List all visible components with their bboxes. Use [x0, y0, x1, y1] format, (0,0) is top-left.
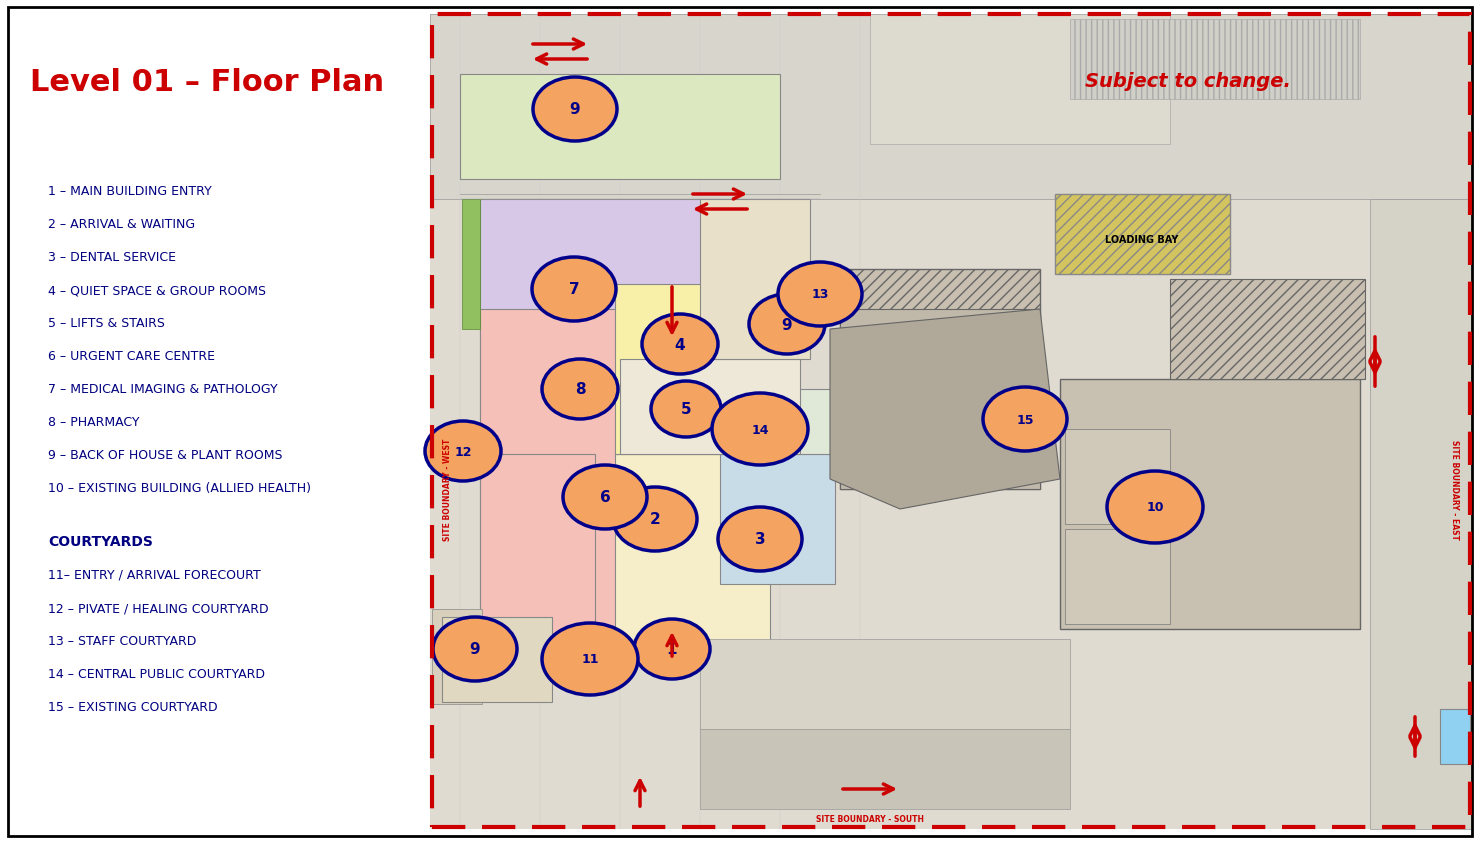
Text: 6: 6	[599, 490, 610, 505]
Bar	[841, 310, 1040, 490]
Bar	[480, 200, 719, 454]
Bar	[1055, 195, 1230, 274]
Text: 1 – MAIN BUILDING ENTRY: 1 – MAIN BUILDING ENTRY	[47, 185, 212, 197]
Text: SITE BOUNDARY - WEST: SITE BOUNDARY - WEST	[443, 438, 451, 540]
Text: 15 – EXISTING COURTYARD: 15 – EXISTING COURTYARD	[47, 701, 218, 713]
Text: 12: 12	[454, 445, 472, 458]
Text: 11: 11	[582, 652, 599, 666]
Ellipse shape	[531, 257, 616, 322]
Bar	[462, 200, 480, 330]
Bar	[432, 609, 482, 704]
Text: 13: 13	[811, 288, 829, 301]
Bar	[616, 284, 740, 454]
Text: 9: 9	[469, 641, 481, 657]
Bar	[620, 360, 801, 454]
Bar	[1171, 279, 1365, 380]
Text: 2: 2	[650, 512, 660, 527]
Ellipse shape	[542, 623, 638, 695]
Text: 8 – PHARMACY: 8 – PHARMACY	[47, 415, 139, 429]
Bar	[480, 310, 719, 649]
Text: LOADING BAY: LOADING BAY	[1106, 235, 1178, 245]
Text: 7 – MEDICAL IMAGING & PATHOLOGY: 7 – MEDICAL IMAGING & PATHOLOGY	[47, 382, 278, 396]
Ellipse shape	[434, 617, 517, 681]
Text: 4: 4	[675, 337, 685, 352]
Ellipse shape	[983, 387, 1067, 452]
Bar	[700, 200, 810, 360]
Polygon shape	[830, 310, 1060, 510]
Bar	[700, 639, 1070, 729]
Text: 14 – CENTRAL PUBLIC COURTYARD: 14 – CENTRAL PUBLIC COURTYARD	[47, 668, 265, 680]
Ellipse shape	[533, 78, 617, 142]
Ellipse shape	[425, 421, 502, 481]
Bar	[616, 454, 770, 649]
Bar	[719, 390, 835, 454]
Ellipse shape	[642, 315, 718, 375]
Bar	[1060, 380, 1360, 630]
Text: 5: 5	[681, 402, 691, 417]
Bar	[719, 454, 835, 584]
Text: 14: 14	[752, 423, 768, 436]
Bar	[1066, 529, 1171, 625]
Ellipse shape	[651, 381, 721, 437]
Bar	[841, 270, 1040, 490]
Ellipse shape	[613, 488, 697, 551]
Bar	[700, 729, 1070, 809]
Text: Subject to change.: Subject to change.	[1085, 72, 1291, 91]
Text: 9 – BACK OF HOUSE & PLANT ROOMS: 9 – BACK OF HOUSE & PLANT ROOMS	[47, 448, 283, 462]
Text: 11– ENTRY / ARRIVAL FORECOURT: 11– ENTRY / ARRIVAL FORECOURT	[47, 568, 260, 582]
Bar	[431, 15, 1473, 200]
Bar	[870, 15, 1171, 145]
Text: 15: 15	[1017, 413, 1033, 426]
Ellipse shape	[542, 360, 619, 419]
Ellipse shape	[633, 619, 710, 679]
Text: Level 01 – Floor Plan: Level 01 – Floor Plan	[30, 68, 385, 97]
Bar	[1066, 430, 1171, 524]
Text: 3: 3	[755, 532, 765, 547]
Ellipse shape	[749, 295, 824, 354]
Text: 6 – URGENT CARE CENTRE: 6 – URGENT CARE CENTRE	[47, 349, 215, 363]
Text: 10: 10	[1146, 500, 1163, 514]
Ellipse shape	[712, 393, 808, 465]
Bar	[7, 8, 423, 836]
Text: 2 – ARRIVAL & WAITING: 2 – ARRIVAL & WAITING	[47, 218, 195, 230]
Bar	[1070, 20, 1360, 100]
Bar	[460, 75, 780, 180]
Text: COURTYARDS: COURTYARDS	[47, 534, 152, 549]
Text: 9: 9	[781, 317, 792, 332]
Text: 1: 1	[667, 641, 678, 657]
Text: 5 – LIFTS & STAIRS: 5 – LIFTS & STAIRS	[47, 316, 164, 330]
Bar	[1440, 709, 1470, 764]
Ellipse shape	[778, 262, 861, 327]
Bar	[480, 454, 595, 649]
Bar	[1370, 200, 1473, 829]
Bar	[432, 15, 1470, 827]
Text: 10 – EXISTING BUILDING (ALLIED HEALTH): 10 – EXISTING BUILDING (ALLIED HEALTH)	[47, 481, 311, 495]
Ellipse shape	[718, 507, 802, 571]
Text: 12 – PIVATE / HEALING COURTYARD: 12 – PIVATE / HEALING COURTYARD	[47, 601, 269, 614]
Bar	[443, 617, 552, 702]
Text: 13 – STAFF COURTYARD: 13 – STAFF COURTYARD	[47, 634, 197, 647]
Ellipse shape	[1107, 472, 1203, 544]
Text: 3 – DENTAL SERVICE: 3 – DENTAL SERVICE	[47, 251, 176, 263]
Text: SITE BOUNDARY - EAST: SITE BOUNDARY - EAST	[1450, 440, 1459, 539]
Bar	[431, 15, 1473, 829]
Text: 4 – QUIET SPACE & GROUP ROOMS: 4 – QUIET SPACE & GROUP ROOMS	[47, 284, 266, 296]
Text: SITE BOUNDARY - SOUTH: SITE BOUNDARY - SOUTH	[815, 814, 924, 824]
Text: 7: 7	[568, 282, 579, 297]
Text: 9: 9	[570, 102, 580, 117]
Ellipse shape	[562, 465, 647, 529]
Text: 8: 8	[574, 382, 585, 397]
